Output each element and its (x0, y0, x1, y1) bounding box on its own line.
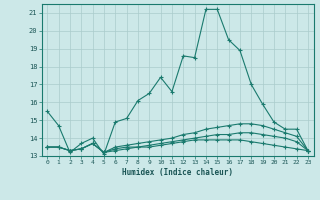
X-axis label: Humidex (Indice chaleur): Humidex (Indice chaleur) (122, 168, 233, 177)
